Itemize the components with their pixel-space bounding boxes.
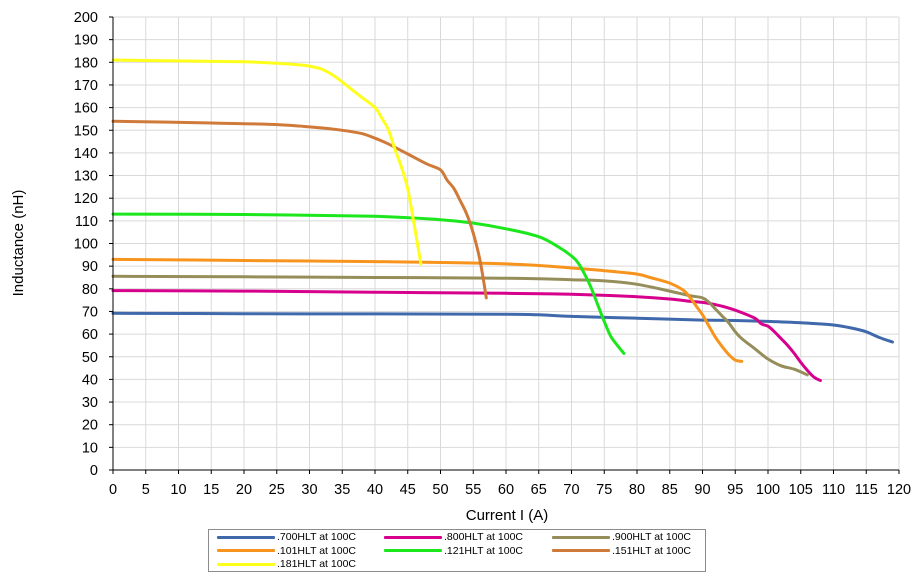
legend-item: .101HLT at 100C	[217, 544, 356, 558]
series-line-1	[111, 311, 894, 344]
y-tick-label: 10	[82, 440, 98, 456]
x-tick-labels: 0 5 10 15 20 25 30 35 40 45 50 55 60 65 70 75 80 85 90 95 10…	[109, 482, 911, 498]
series-line-4	[111, 257, 744, 363]
x-tick-label: 25	[269, 482, 285, 498]
x-axis-label: Current I (A)	[466, 507, 549, 524]
x-tick-label: 80	[629, 482, 645, 498]
y-tick-label: 190	[74, 33, 98, 49]
series-line-5	[111, 212, 626, 355]
legend-item: .900HLT at 100C	[552, 530, 691, 544]
x-tick-label: 105	[789, 482, 813, 498]
x-tick-label: 115	[855, 482, 878, 498]
y-tick-label: 180	[74, 55, 98, 71]
y-tick-label: 20	[82, 418, 98, 434]
legend-label: .181HLT at 100C	[277, 558, 356, 570]
x-tick-label: 60	[498, 482, 514, 498]
x-tick-label: 10	[170, 482, 186, 498]
y-tick-labels: 0 10 20 30 40 50 60 70 80 90 100 110 120 130 140 150 160…	[74, 10, 98, 479]
y-tick-label: 60	[82, 327, 98, 343]
legend-item: .181HLT at 100C	[217, 557, 356, 571]
y-tick-label: 130	[74, 169, 98, 185]
y-tick-label: 110	[75, 214, 98, 230]
x-tick-label: 0	[109, 482, 117, 498]
x-tick-label: 95	[727, 482, 743, 498]
y-tick-label: 120	[74, 191, 98, 207]
legend-item: .151HLT at 100C	[552, 544, 691, 558]
grid	[112, 16, 900, 471]
legend-label: .121HLT at 100C	[444, 544, 523, 557]
legend-swatch	[217, 549, 275, 552]
series-line-6	[111, 119, 488, 300]
x-tick-label: 70	[563, 482, 579, 498]
legend-item: .121HLT at 100C	[384, 544, 523, 558]
y-tick-label: 100	[74, 237, 98, 253]
legend-swatch	[217, 562, 275, 566]
x-tick-label: 100	[756, 482, 780, 498]
x-tick-label: 45	[400, 482, 416, 498]
y-axis-label: Inductance (nH)	[10, 190, 27, 297]
x-tick-label: 65	[531, 482, 547, 498]
legend-item: .700HLT at 100C	[217, 530, 356, 544]
x-tick-label: 90	[694, 482, 710, 498]
y-tick-label: 50	[82, 350, 98, 366]
x-tick-label: 35	[334, 482, 350, 498]
x-tick-label: 30	[301, 482, 317, 498]
y-tick-label: 80	[82, 282, 98, 298]
y-tick-label: 200	[74, 10, 98, 26]
legend-label: .800HLT at 100C	[444, 531, 523, 543]
y-tick-label: 70	[82, 304, 98, 320]
y-tick-label: 40	[82, 372, 98, 388]
legend-swatch	[552, 535, 610, 539]
x-tick-label: 5	[142, 482, 150, 498]
legend-label: .900HLT at 100C	[612, 531, 691, 543]
legend-swatch	[217, 535, 275, 539]
legend: .700HLT at 100C .800HLT at 100C .900HLT at…	[208, 529, 706, 572]
series-lines	[111, 58, 894, 382]
x-tick-label: 85	[662, 482, 678, 498]
x-tick-label: 120	[887, 482, 911, 498]
legend-swatch	[552, 549, 610, 552]
axes	[109, 16, 900, 474]
legend-label: .101HLT at 100C	[277, 544, 356, 557]
y-tick-label: 90	[82, 259, 98, 275]
y-tick-label: 0	[90, 463, 98, 479]
x-tick-label: 55	[465, 482, 481, 498]
x-tick-label: 110	[822, 482, 845, 498]
legend-label: .151HLT at 100C	[612, 544, 691, 557]
y-tick-label: 160	[74, 101, 98, 117]
legend-swatch	[384, 549, 442, 552]
x-tick-label: 75	[596, 482, 612, 498]
legend-item: .800HLT at 100C	[384, 530, 523, 544]
legend-label: .700HLT at 100C	[277, 531, 356, 543]
x-tick-label: 50	[432, 482, 448, 498]
series-line-3	[111, 274, 809, 377]
x-tick-label: 20	[236, 482, 252, 498]
legend-swatch	[384, 535, 442, 539]
series-line-7	[111, 58, 423, 266]
y-tick-label: 170	[74, 78, 98, 94]
y-tick-label: 140	[74, 146, 98, 162]
y-tick-label: 30	[82, 395, 98, 411]
y-tick-label: 150	[74, 123, 98, 139]
series-line-2	[111, 289, 822, 382]
x-tick-label: 15	[203, 482, 219, 498]
x-tick-label: 40	[367, 482, 383, 498]
